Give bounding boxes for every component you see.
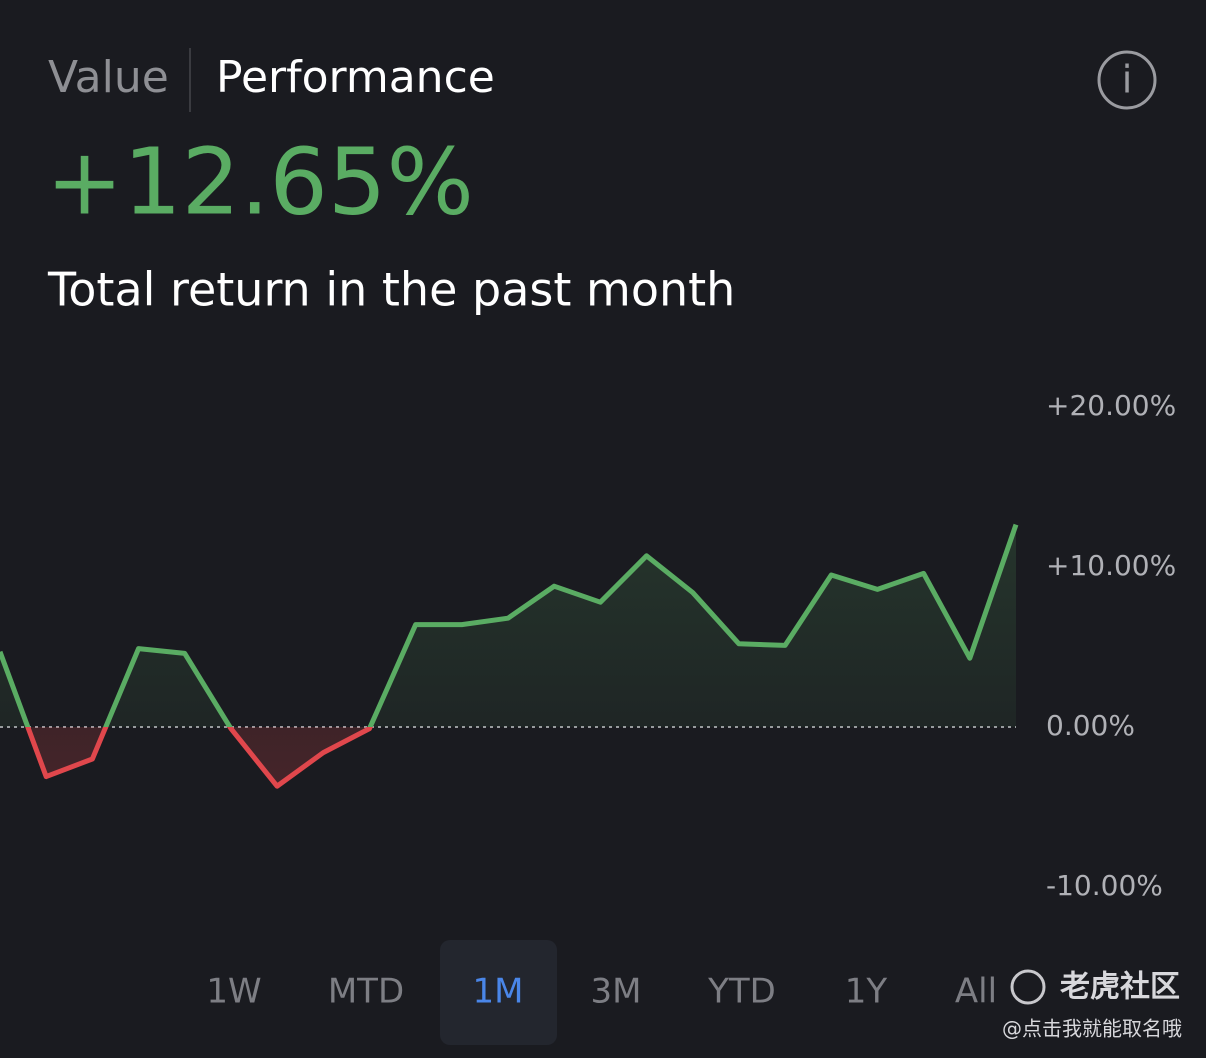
tabs: Value Performance <box>48 52 495 103</box>
watermark-handle: @点击我就能取名哦 <box>1002 1017 1182 1041</box>
info-icon: i <box>1122 58 1133 102</box>
watermark: 老虎社区 @点击我就能取名哦 <box>1002 969 1182 1041</box>
period-selector: 1W MTD 1M 3M YTD 1Y All <box>206 940 997 1045</box>
tab[interactable]: Performance <box>216 52 495 103</box>
headline: +12.65% <box>46 128 474 235</box>
watermark-brand: 老虎社区 <box>1060 970 1180 1005</box>
period-button[interactable]: 1W <box>206 972 261 1012</box>
y-tick-label: +20.00% <box>1046 389 1176 422</box>
watermark-logo <box>1010 969 1046 1005</box>
period-highlight <box>440 940 557 1045</box>
y-tick-label: +10.00% <box>1046 549 1176 582</box>
period-button[interactable]: MTD <box>328 972 404 1012</box>
info-button[interactable] <box>1097 50 1157 110</box>
period-button[interactable]: 1M <box>473 972 524 1012</box>
period-button[interactable]: 1Y <box>845 972 888 1012</box>
line-up <box>0 523 1019 727</box>
chart: +20.00% +10.00% 0.00% -10.00% <box>0 389 1176 902</box>
subtitle: Total return in the past month <box>47 263 735 317</box>
y-tick-label: -10.00% <box>1046 869 1163 902</box>
period-button[interactable]: All <box>955 972 997 1012</box>
area-up <box>0 524 1016 727</box>
tab[interactable]: Value <box>48 52 169 103</box>
y-tick-label: 0.00% <box>1046 709 1135 742</box>
area-down <box>0 727 1016 787</box>
period-button[interactable]: 3M <box>591 972 642 1012</box>
period-button[interactable]: YTD <box>707 972 776 1012</box>
